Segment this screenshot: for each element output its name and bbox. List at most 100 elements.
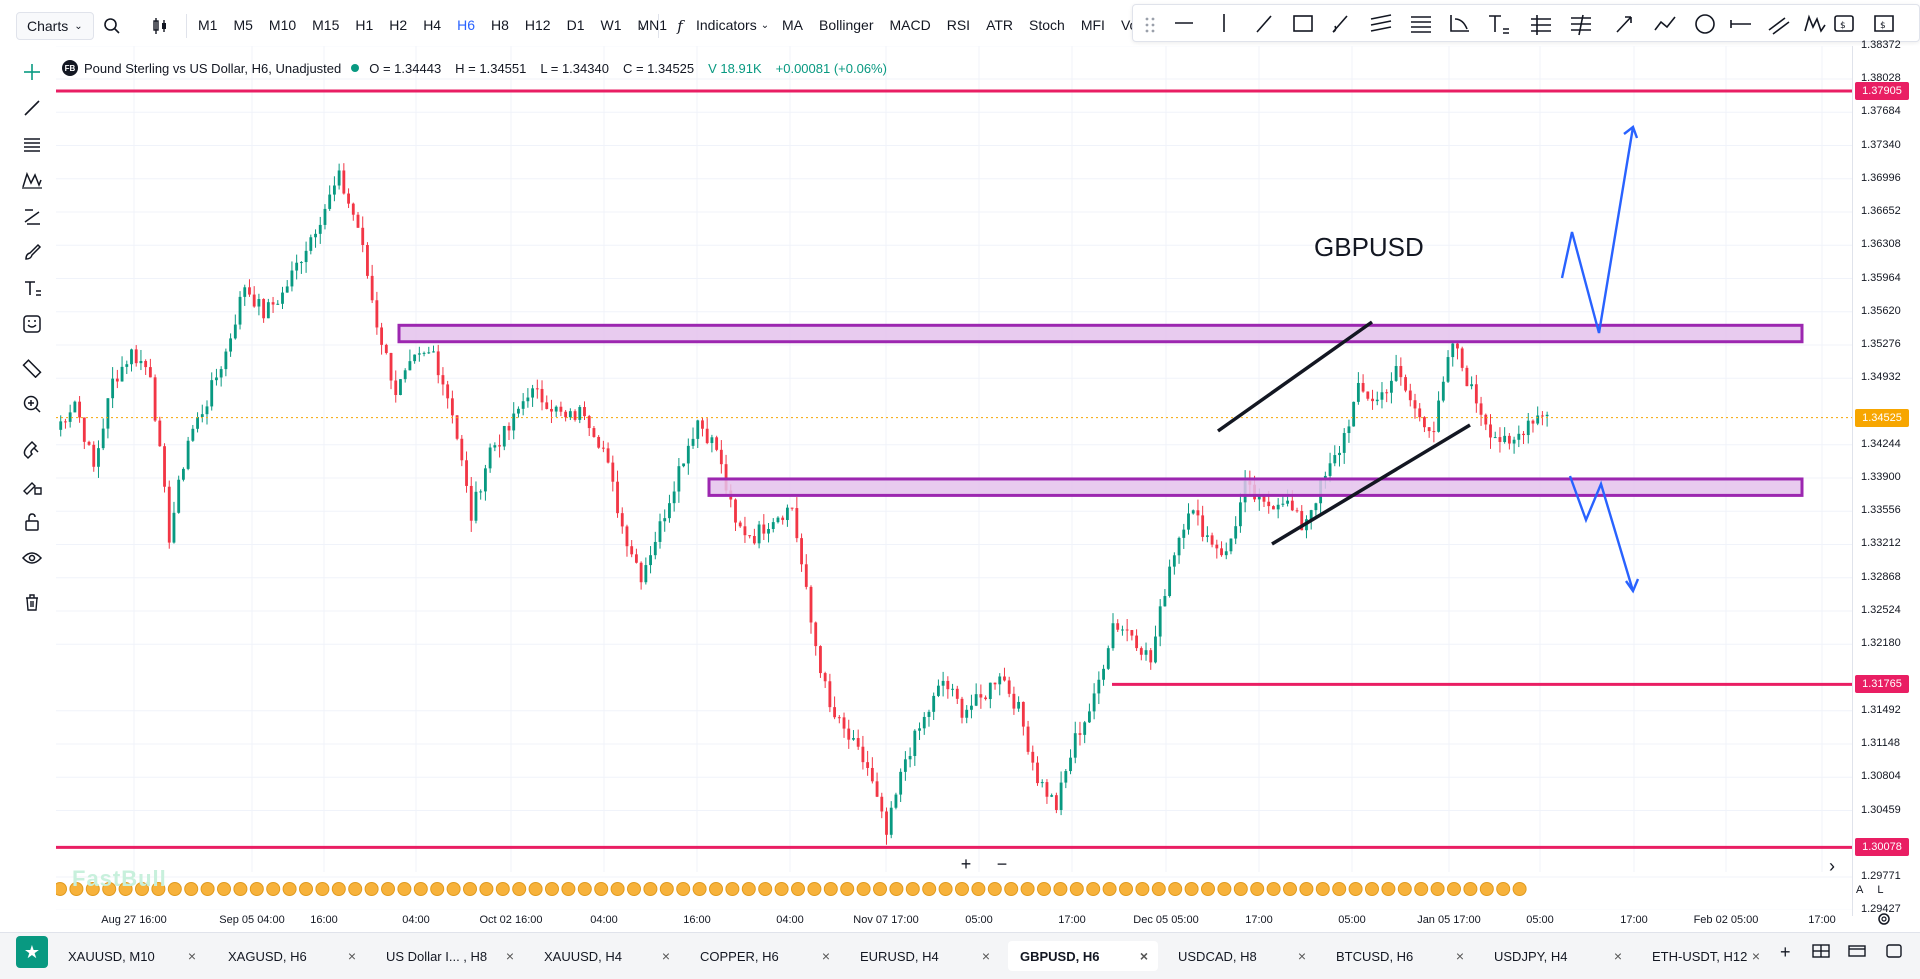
lock-drawing-icon[interactable] [16,470,48,502]
close-icon[interactable]: × [1751,948,1760,964]
symbol-tab[interactable]: EURUSD, H4 × [848,941,1000,971]
symbol-tab[interactable]: XAUUSD, M10 × [56,941,206,971]
timeframe-h12[interactable]: H12 [524,17,551,33]
zoom-out-button[interactable]: − [996,853,1008,874]
candle-body [946,680,950,690]
timeframe-h8[interactable]: H8 [491,17,509,33]
event-marker [659,882,674,896]
close-icon[interactable]: × [1455,948,1464,964]
time-tick-label: Oct 02 16:00 [479,914,543,926]
candle-body [337,170,341,186]
timeframe-h4[interactable]: H4 [423,17,442,33]
add-tab-icon[interactable]: + [1780,942,1791,962]
close-icon[interactable]: × [187,948,196,964]
indicators-button[interactable]: Indicators ⌄ [696,17,769,33]
candle-body [380,327,384,345]
candle-body [1342,433,1346,453]
symbol-tab[interactable]: COPPER, H6 × [688,941,840,971]
fullscreen-icon[interactable] [1886,944,1902,963]
symbol-tab[interactable]: BTCUSD, H6 × [1324,941,1474,971]
close-icon[interactable]: × [661,948,670,964]
scroll-right-icon[interactable]: › [1829,855,1835,876]
horizontal-lines-icon[interactable] [16,128,48,160]
candle-body [1135,635,1139,649]
emoji-icon[interactable] [16,308,48,340]
pattern-icon[interactable] [16,164,48,196]
indicator-bollinger[interactable]: Bollinger [819,17,874,33]
trend-line-icon[interactable] [16,92,48,124]
ruler-icon[interactable] [16,352,48,384]
close-icon[interactable]: × [821,948,830,964]
candle-body [1333,455,1337,464]
timeframe-mn1[interactable]: MN1 [637,17,668,33]
symbol-tab[interactable]: XAGUSD, H6 × [216,941,366,971]
log-scale-button[interactable]: L [1877,884,1884,896]
fib-tool-icon[interactable] [16,200,48,232]
price-chart[interactable] [56,46,1852,910]
candle-body [1446,357,1450,382]
timeframe-w1[interactable]: W1 [600,17,622,33]
chevron-down-icon[interactable]: ⌄ [637,20,647,33]
unlock-icon[interactable] [16,506,48,538]
event-marker [200,882,215,896]
candle-body [833,707,837,718]
crosshair-icon[interactable] [16,56,48,88]
indicator-stoch[interactable]: Stoch [1029,17,1065,33]
indicator-rsi[interactable]: RSI [946,17,971,33]
timeframe-h2[interactable]: H2 [389,17,408,33]
candle-body [974,694,978,706]
function-icon: f [677,17,683,35]
indicator-atr[interactable]: ATR [986,17,1014,33]
eye-icon[interactable] [16,542,48,574]
close-icon[interactable]: × [347,948,356,964]
indicator-mfi[interactable]: MFI [1080,17,1105,33]
close-icon[interactable]: × [1613,948,1622,964]
magnet-icon[interactable] [16,434,48,466]
charts-menu-button[interactable]: Charts ⌄ [16,12,94,40]
symbol-tab[interactable]: GBPUSD, H6 × [1008,941,1158,971]
symbol-tab[interactable]: ETH-USDT, H12 × [1640,941,1770,971]
brush-icon[interactable] [16,236,48,268]
close-icon[interactable]: × [1139,948,1148,964]
close-icon[interactable]: × [981,948,990,964]
tab-label: USDCAD, H8 [1178,948,1257,964]
timeframe-h6[interactable]: H6 [457,17,475,33]
candle-type-icon[interactable] [148,14,172,38]
symbol-tab[interactable]: US Dollar I... , H8 × [374,941,524,971]
zoom-in-button[interactable]: + [960,853,972,874]
time-axis[interactable]: Aug 27 16:00 Sep 05 04:00 16:00 04:00 Oct 02… [56,910,1852,932]
candle-body [668,503,671,519]
indicator-ma[interactable]: MA [782,17,803,33]
candle-body [644,565,648,583]
search-icon[interactable] [100,14,124,38]
settings-gear-icon[interactable] [1876,911,1892,932]
svg-text:$: $ [1880,21,1886,31]
candle-body [545,402,549,409]
event-marker [184,882,199,896]
timeframe-m5[interactable]: M5 [233,17,253,33]
close-icon[interactable]: × [1297,948,1306,964]
candle-body [134,349,138,364]
timeframe-m10[interactable]: M10 [268,17,297,33]
timeframe-d1[interactable]: D1 [566,17,585,33]
auto-scale-button[interactable]: A [1856,884,1864,896]
favorites-star-icon[interactable]: ★ [16,936,48,968]
close-icon[interactable]: × [505,948,514,964]
timeframe-m1[interactable]: M1 [198,17,218,33]
symbol-title[interactable]: Pound Sterling vs US Dollar, H6, Unadjus… [84,60,342,76]
candle-body [795,508,799,539]
symbol-tab[interactable]: USDCAD, H8 × [1166,941,1316,971]
symbol-tab[interactable]: XAUUSD, H4 × [532,941,680,971]
timeframe-h1[interactable]: H1 [355,17,374,33]
layout-icon[interactable] [1812,944,1830,963]
indicator-macd[interactable]: MACD [889,17,931,33]
event-marker [1397,882,1412,896]
text-tool-icon[interactable] [16,272,48,304]
zoom-in-icon[interactable] [16,388,48,420]
event-marker [315,882,330,896]
price-axis[interactable]: 1.38372 1.38028 1.37684 1.37340 1.36996 1.366… [1852,39,1920,916]
trash-icon[interactable] [16,586,48,618]
symbol-tab[interactable]: USDJPY, H4 × [1482,941,1632,971]
window-icon[interactable] [1848,944,1866,963]
timeframe-m15[interactable]: M15 [312,17,340,33]
